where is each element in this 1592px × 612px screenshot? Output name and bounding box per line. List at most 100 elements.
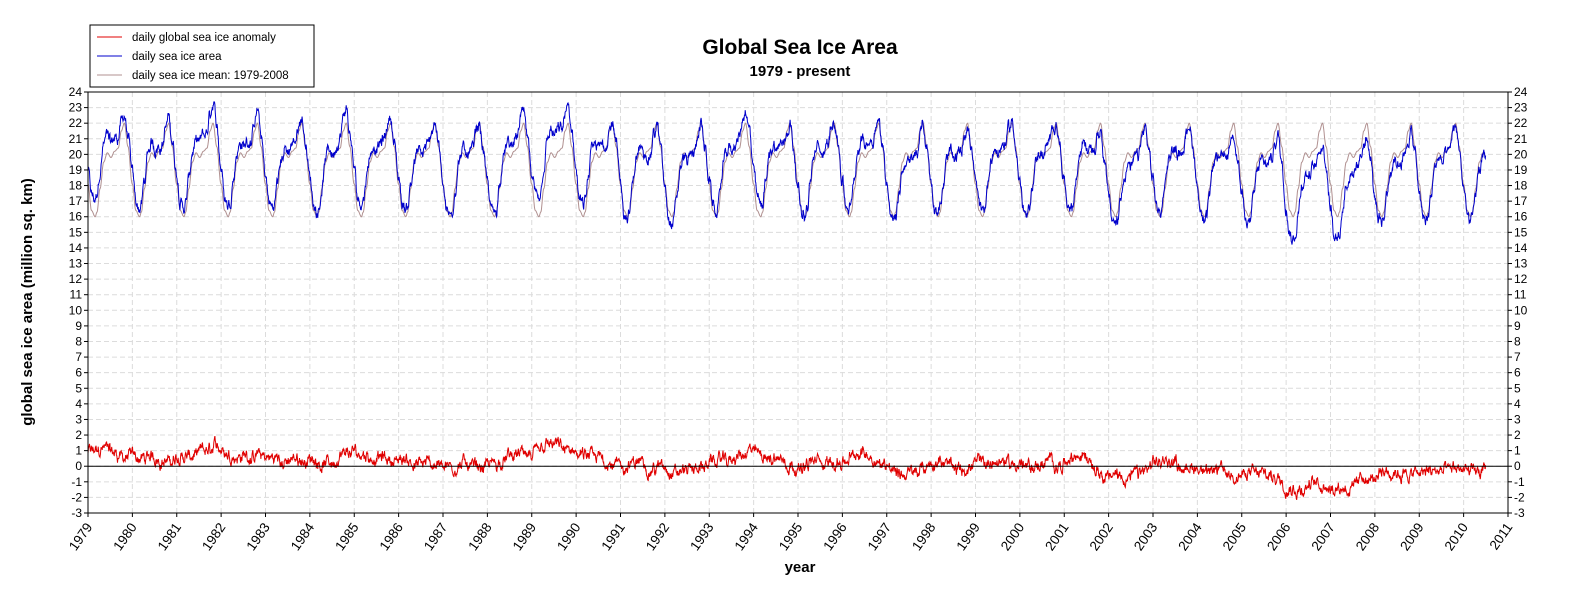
chart-title: Global Sea Ice Area [702,36,898,59]
y-axis-title: global sea ice area (million sq. km) [19,178,36,426]
x-tick-label: 1993 [687,520,717,553]
x-tick-label: 1980 [110,520,140,553]
x-tick-label: 1981 [155,520,185,553]
legend-label-mean: daily sea ice mean: 1979-2008 [132,70,289,82]
y-tick-label: 20 [1514,147,1528,161]
y-tick-label: 15 [69,225,83,239]
x-tick-label: 1982 [199,520,229,553]
y-tick-label: 14 [1514,241,1528,255]
y-tick-label: 23 [1514,101,1528,115]
y-tick-label: 7 [75,350,82,364]
x-tick-label: 1999 [953,520,983,553]
grid [87,91,1509,514]
anomaly-line [87,435,1487,500]
x-tick-label: 2008 [1353,520,1383,553]
x-tick-label: 1988 [465,520,495,553]
x-tick-label: 2005 [1220,520,1250,553]
x-tick-label: 2000 [998,520,1028,553]
x-tick-label: 1983 [243,520,273,553]
x-tick-label: 1989 [510,520,540,553]
x-tick-label: 1996 [820,520,850,553]
x-tick-label: 2004 [1175,520,1205,554]
y-tick-label: 24 [69,85,83,99]
y-tick-label: 9 [75,319,82,333]
y-tick-label: 24 [1514,85,1528,99]
y-tick-label: 2 [75,428,82,442]
y-tick-label: -1 [1514,475,1525,489]
x-tick-label: 1984 [288,520,318,554]
y-tick-label: 15 [1514,225,1528,239]
y-tick-label: 11 [70,288,83,302]
chart-subtitle: 1979 - present [750,63,851,80]
y-tick-label: 9 [1514,319,1521,333]
legend-label-area: daily sea ice area [132,51,222,63]
x-tick-label: 1987 [421,520,451,553]
x-tick-label: 1997 [865,520,895,553]
x-tick-label: 2010 [1442,520,1472,553]
y-tick-label: 14 [69,241,83,255]
y-tick-label: 8 [1514,334,1521,348]
x-tick-label: 1992 [643,520,673,553]
y-tick-label: -2 [1514,490,1525,504]
x-tick-label: 2007 [1308,520,1338,553]
y-tick-label: 1 [1514,444,1521,458]
y-tick-label: 13 [1514,257,1528,271]
y-tick-label: 5 [75,381,82,395]
x-tick-label: 1991 [598,520,628,553]
y-tick-label: -2 [71,490,82,504]
y-tick-label: 19 [69,163,83,177]
y-tick-label: 1 [75,444,82,458]
x-tick-label: 1994 [732,520,762,554]
y-tick-label: 3 [1514,412,1521,426]
x-tick-label: 1998 [909,520,939,553]
y-tick-label: 22 [1514,116,1528,130]
y-tick-label: 22 [69,116,83,130]
y-tick-label: 21 [1514,132,1528,146]
x-ticks: 1979 1980 1981 1982 1983 1984 1985 1986 1987 1988… [66,513,1516,554]
y-tick-label: 19 [1514,163,1528,177]
x-tick-label: 1995 [776,520,806,553]
x-tick-label: 2009 [1397,520,1427,553]
y-tick-label: 11 [1514,288,1527,302]
x-tick-label: 1990 [554,520,584,553]
y-tick-label: 16 [1514,210,1528,224]
x-tick-label: 2003 [1131,520,1161,553]
x-tick-label: 1979 [66,520,96,553]
y-tick-label: 6 [1514,366,1521,380]
y-tick-label: -3 [1514,506,1525,520]
y-tick-label: 23 [69,101,83,115]
y-ticks-right: -3-2-10123456789101112131415161718192021… [1508,85,1528,520]
x-tick-label: 1985 [332,520,362,553]
y-tick-label: 6 [75,366,82,380]
y-tick-label: 10 [69,303,83,317]
y-tick-label: -3 [71,506,82,520]
y-tick-label: 8 [75,334,82,348]
y-tick-label: 10 [1514,303,1528,317]
y-tick-label: 16 [69,210,83,224]
legend-label-anomaly: daily global sea ice anomaly [132,32,276,44]
y-ticks-left: -3-2-10123456789101112131415161718192021… [69,85,88,520]
x-tick-label: 2002 [1087,520,1117,553]
y-tick-label: 18 [1514,179,1528,193]
y-tick-label: 17 [69,194,83,208]
y-tick-label: 5 [1514,381,1521,395]
legend: daily global sea ice anomaly daily sea i… [89,24,315,88]
y-tick-label: 7 [1514,350,1521,364]
y-tick-label: 2 [1514,428,1521,442]
y-tick-label: 0 [1514,459,1521,473]
y-tick-label: 4 [1514,397,1521,411]
y-tick-label: -1 [71,475,82,489]
x-tick-label: 2011 [1487,520,1516,552]
x-axis-title: year [785,559,816,576]
y-tick-label: 0 [75,459,82,473]
series-area [87,101,1487,245]
y-tick-label: 13 [69,257,83,271]
x-tick-label: 2006 [1264,520,1294,553]
y-tick-label: 12 [1514,272,1528,286]
y-tick-label: 21 [69,132,83,146]
series-anomaly [87,435,1487,500]
y-tick-label: 12 [69,272,83,286]
x-tick-label: 2001 [1042,520,1072,553]
x-tick-label: 1986 [377,520,407,553]
